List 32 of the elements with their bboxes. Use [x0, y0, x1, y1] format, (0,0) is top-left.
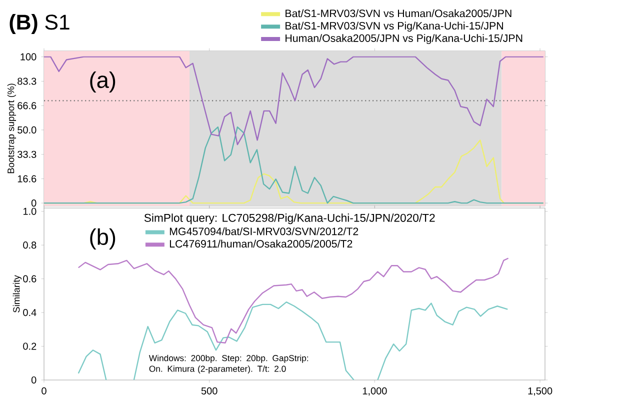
chart-title: (B) S1	[10, 14, 70, 34]
line-series	[44, 56, 544, 146]
y-tick-label: 0.8	[23, 242, 36, 249]
y-tick-label: 0	[31, 376, 36, 384]
y-tick-label: 0.6	[23, 275, 36, 282]
y-axis-title: Bootstrap support (%)	[7, 84, 16, 174]
y-tick-label: 100	[20, 53, 36, 60]
y-tick-label: 1.0	[23, 208, 36, 215]
y-tick-label: 0.4	[23, 308, 36, 316]
y-tick-label: 0	[31, 200, 36, 207]
x-tick-label: 1,500	[528, 387, 552, 396]
legend-label: MG457094/bat/SI-MRV03/SVN/2012/T2	[170, 227, 358, 236]
x-tick-label: 500	[201, 387, 218, 394]
legend-label: Bat/S1-MRV03/SVN vs Pig/Kana-Uchi-15/JPN	[286, 22, 503, 32]
annotation: (a)	[90, 71, 116, 93]
y-tick-label: 50.0	[18, 126, 36, 134]
legend-title: SimPlot query: LC705298/Pig/Kana-Uchi-15/JPN/2020/T2	[144, 214, 435, 224]
y-tick-label: 66.6	[18, 102, 36, 110]
y-tick-label: 0.2	[23, 342, 36, 350]
legend-label: LC476911/human/Osaka2005/2005/T2	[170, 240, 352, 248]
legend-label: Human/Osaka2005/JPN vs Pig/Kana-Uchi-15/JPN	[286, 34, 522, 44]
annotation: Windows: 200bp. Step: 20bp. GapStrip: On. Kimura (2-parameter). T/t: 2.0	[148, 354, 308, 374]
y-axis-title: Similarity	[12, 275, 22, 312]
y-tick-label: 83.3	[18, 78, 36, 85]
y-tick-label: 16.6	[18, 175, 36, 182]
annotation: (b)	[90, 228, 116, 250]
line-series	[44, 126, 544, 204]
line-series	[78, 258, 509, 344]
y-tick-label: 33.3	[18, 150, 36, 158]
x-tick-label: 0	[42, 387, 46, 394]
legend-label: Bat/S1-MRV03/SVN vs Human/Osaka2005/JPN	[286, 9, 512, 18]
x-tick-label: 1,000	[362, 387, 387, 396]
